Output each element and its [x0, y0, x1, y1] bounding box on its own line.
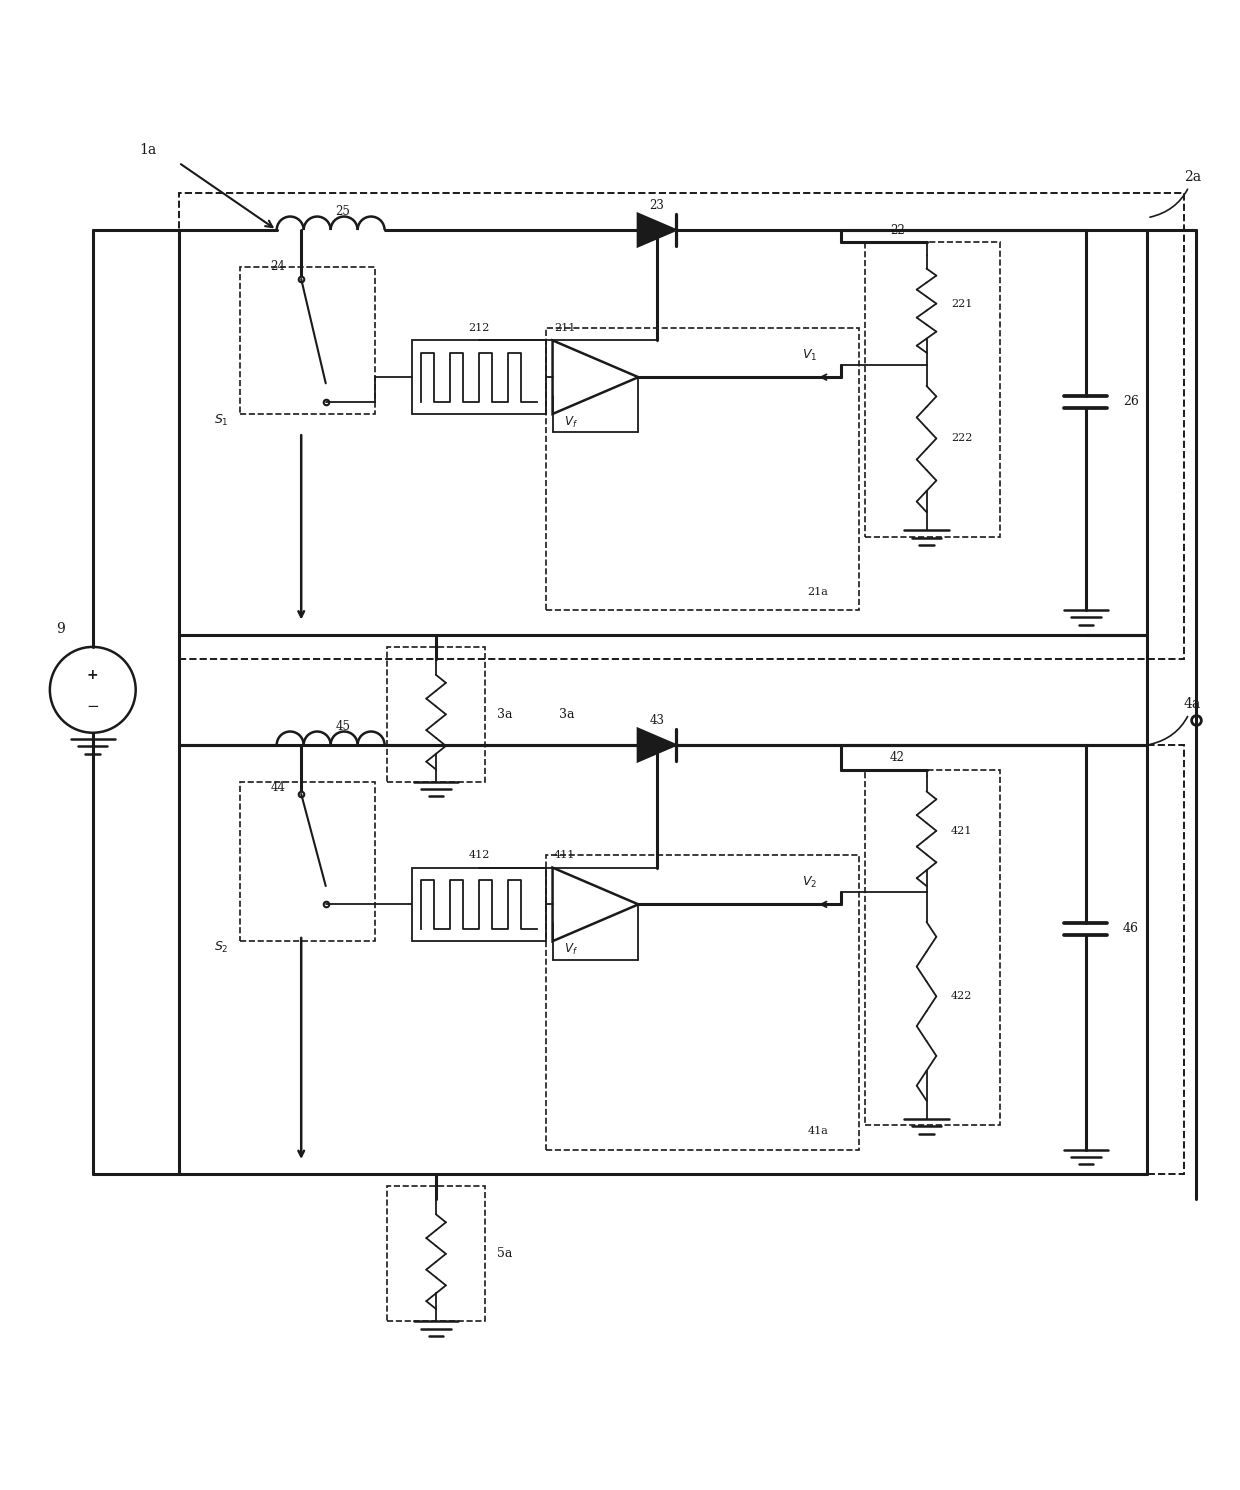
Text: 43: 43 — [650, 714, 665, 727]
Text: 44: 44 — [270, 781, 285, 794]
Text: −: − — [87, 699, 99, 715]
Text: 21a: 21a — [807, 587, 828, 596]
Text: 222: 222 — [951, 434, 972, 444]
Bar — [239, 782, 374, 942]
Bar — [412, 867, 547, 942]
Text: $V_1$: $V_1$ — [802, 347, 817, 362]
Text: 9: 9 — [56, 621, 64, 636]
Polygon shape — [637, 729, 676, 761]
Bar — [387, 647, 485, 782]
Text: 3a: 3a — [497, 708, 513, 721]
Bar — [866, 769, 1001, 1125]
Text: 221: 221 — [951, 298, 972, 308]
Text: 25: 25 — [336, 206, 351, 218]
Bar — [547, 328, 859, 609]
Text: $S_1$: $S_1$ — [215, 413, 229, 428]
Bar — [547, 855, 859, 1150]
Bar — [866, 243, 1001, 536]
Text: 412: 412 — [469, 851, 490, 860]
Text: 3a: 3a — [559, 708, 574, 721]
Bar — [179, 194, 1184, 659]
Text: 4a: 4a — [1149, 697, 1202, 745]
Text: $V_2$: $V_2$ — [802, 875, 817, 890]
Polygon shape — [637, 215, 676, 246]
Text: 41a: 41a — [807, 1126, 828, 1137]
Text: +: + — [87, 668, 99, 682]
Text: $V_f$: $V_f$ — [564, 942, 578, 957]
Bar — [239, 267, 374, 414]
Bar — [387, 1186, 485, 1322]
Text: 45: 45 — [335, 720, 351, 733]
Text: 411: 411 — [554, 851, 575, 860]
Text: 46: 46 — [1122, 922, 1138, 936]
Text: 5a: 5a — [497, 1247, 513, 1261]
Text: 422: 422 — [951, 991, 972, 1001]
Text: $V_f$: $V_f$ — [564, 416, 578, 431]
Bar — [412, 340, 547, 414]
Text: 42: 42 — [890, 751, 905, 764]
Text: 24: 24 — [270, 261, 285, 273]
Text: $S_2$: $S_2$ — [215, 940, 229, 955]
Text: 2a: 2a — [1149, 170, 1202, 218]
Bar — [179, 745, 1184, 1174]
Text: 23: 23 — [650, 200, 665, 212]
Text: 26: 26 — [1122, 395, 1138, 408]
Text: 1a: 1a — [139, 143, 156, 158]
Text: 421: 421 — [951, 825, 972, 836]
Text: 212: 212 — [469, 323, 490, 334]
Text: 211: 211 — [554, 323, 575, 334]
Text: 22: 22 — [890, 224, 904, 237]
